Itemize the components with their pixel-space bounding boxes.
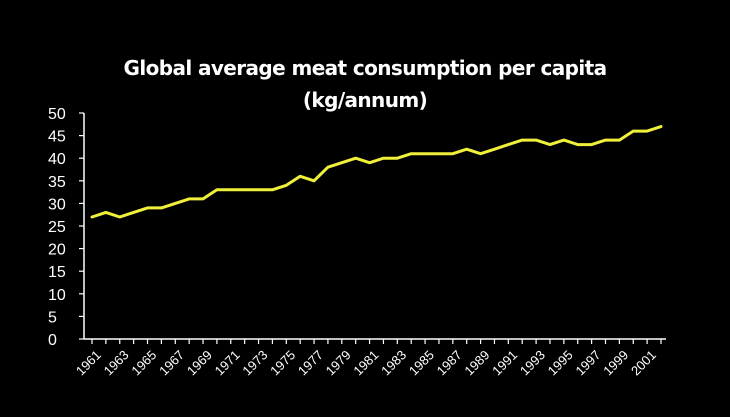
- data-point: [257, 188, 260, 192]
- x-tick-label: 1963: [101, 347, 132, 378]
- y-tick-label: 45: [48, 129, 66, 146]
- data-point: [576, 143, 579, 146]
- y-tick-label: 35: [48, 174, 66, 191]
- data-point: [271, 188, 274, 192]
- data-point: [229, 188, 232, 192]
- data-point: [326, 166, 330, 169]
- y-tick-label: 20: [48, 242, 66, 259]
- data-point: [90, 215, 94, 219]
- data-point: [451, 152, 455, 155]
- series-group: [90, 125, 663, 219]
- data-point: [548, 143, 552, 146]
- x-tick-label: 1997: [572, 347, 603, 378]
- chart-subtitle: (kg/annum): [302, 88, 428, 112]
- x-tick-label: 1981: [350, 347, 381, 378]
- data-point: [409, 152, 413, 155]
- y-tick-label: 40: [48, 151, 66, 168]
- data-point: [562, 138, 566, 142]
- y-tick-label: 10: [48, 287, 66, 304]
- data-point: [340, 161, 344, 164]
- x-tick-label: 1971: [212, 347, 243, 378]
- data-point: [187, 197, 191, 201]
- axes: [83, 113, 666, 340]
- data-point: [312, 179, 316, 182]
- data-point: [465, 147, 468, 151]
- y-tick-label: 0: [48, 332, 57, 349]
- data-point: [118, 215, 121, 219]
- data-point: [201, 197, 205, 201]
- x-tick-label: 1965: [128, 347, 159, 378]
- x-tick-label: 1983: [378, 347, 409, 378]
- x-tick-label: 1973: [239, 347, 270, 378]
- data-point: [645, 129, 649, 133]
- data-point: [160, 206, 163, 210]
- x-tick-label: 1987: [434, 347, 465, 378]
- x-tick-label: 1991: [489, 347, 520, 378]
- x-tick-label: 1989: [461, 347, 492, 378]
- data-point: [521, 138, 524, 142]
- data-point: [146, 206, 149, 210]
- data-point: [590, 143, 593, 146]
- y-tick-label: 5: [48, 309, 57, 326]
- x-tick-label: 1993: [517, 347, 548, 378]
- data-point: [354, 157, 357, 160]
- x-tick-label: 1977: [295, 347, 326, 378]
- data-point: [479, 152, 482, 155]
- chart-title: Global average meat consumption per capi…: [123, 56, 608, 80]
- data-point: [132, 211, 135, 214]
- data-point: [396, 157, 399, 160]
- data-point: [174, 202, 177, 205]
- data-point: [618, 138, 621, 142]
- x-tick-label: 1995: [545, 347, 576, 378]
- y-tick-label: 15: [48, 264, 66, 281]
- data-point: [604, 138, 607, 142]
- y-tick-label: 50: [48, 106, 66, 123]
- x-axis-ticks: 1961196319651967196919711973197519771979…: [73, 339, 662, 378]
- x-tick-label: 1969: [184, 347, 215, 378]
- x-tick-label: 1967: [156, 347, 187, 378]
- x-tick-label: 2001: [628, 347, 659, 378]
- x-tick-label: 1961: [73, 347, 104, 378]
- data-point: [215, 188, 219, 192]
- data-point: [423, 152, 427, 155]
- data-point: [493, 147, 496, 151]
- data-point: [382, 157, 385, 160]
- x-tick-label: 1979: [323, 347, 354, 378]
- y-axis-ticks: 0 5 10 15 20 25 30 35 40 45 50: [48, 106, 84, 349]
- data-point: [285, 184, 288, 187]
- data-point: [534, 138, 538, 142]
- y-tick-label: 25: [48, 219, 66, 236]
- data-point: [298, 175, 302, 178]
- y-tick-label: 30: [48, 196, 66, 213]
- x-tick-label: 1975: [267, 347, 298, 378]
- series-line: [90, 125, 663, 219]
- data-point: [368, 161, 371, 164]
- x-tick-label: 1985: [406, 347, 437, 378]
- data-point: [632, 129, 635, 133]
- data-point: [243, 188, 246, 192]
- data-point: [104, 211, 108, 214]
- x-tick-label: 1999: [600, 347, 631, 378]
- data-point: [659, 125, 663, 128]
- data-point: [507, 143, 510, 146]
- data-point: [437, 152, 441, 155]
